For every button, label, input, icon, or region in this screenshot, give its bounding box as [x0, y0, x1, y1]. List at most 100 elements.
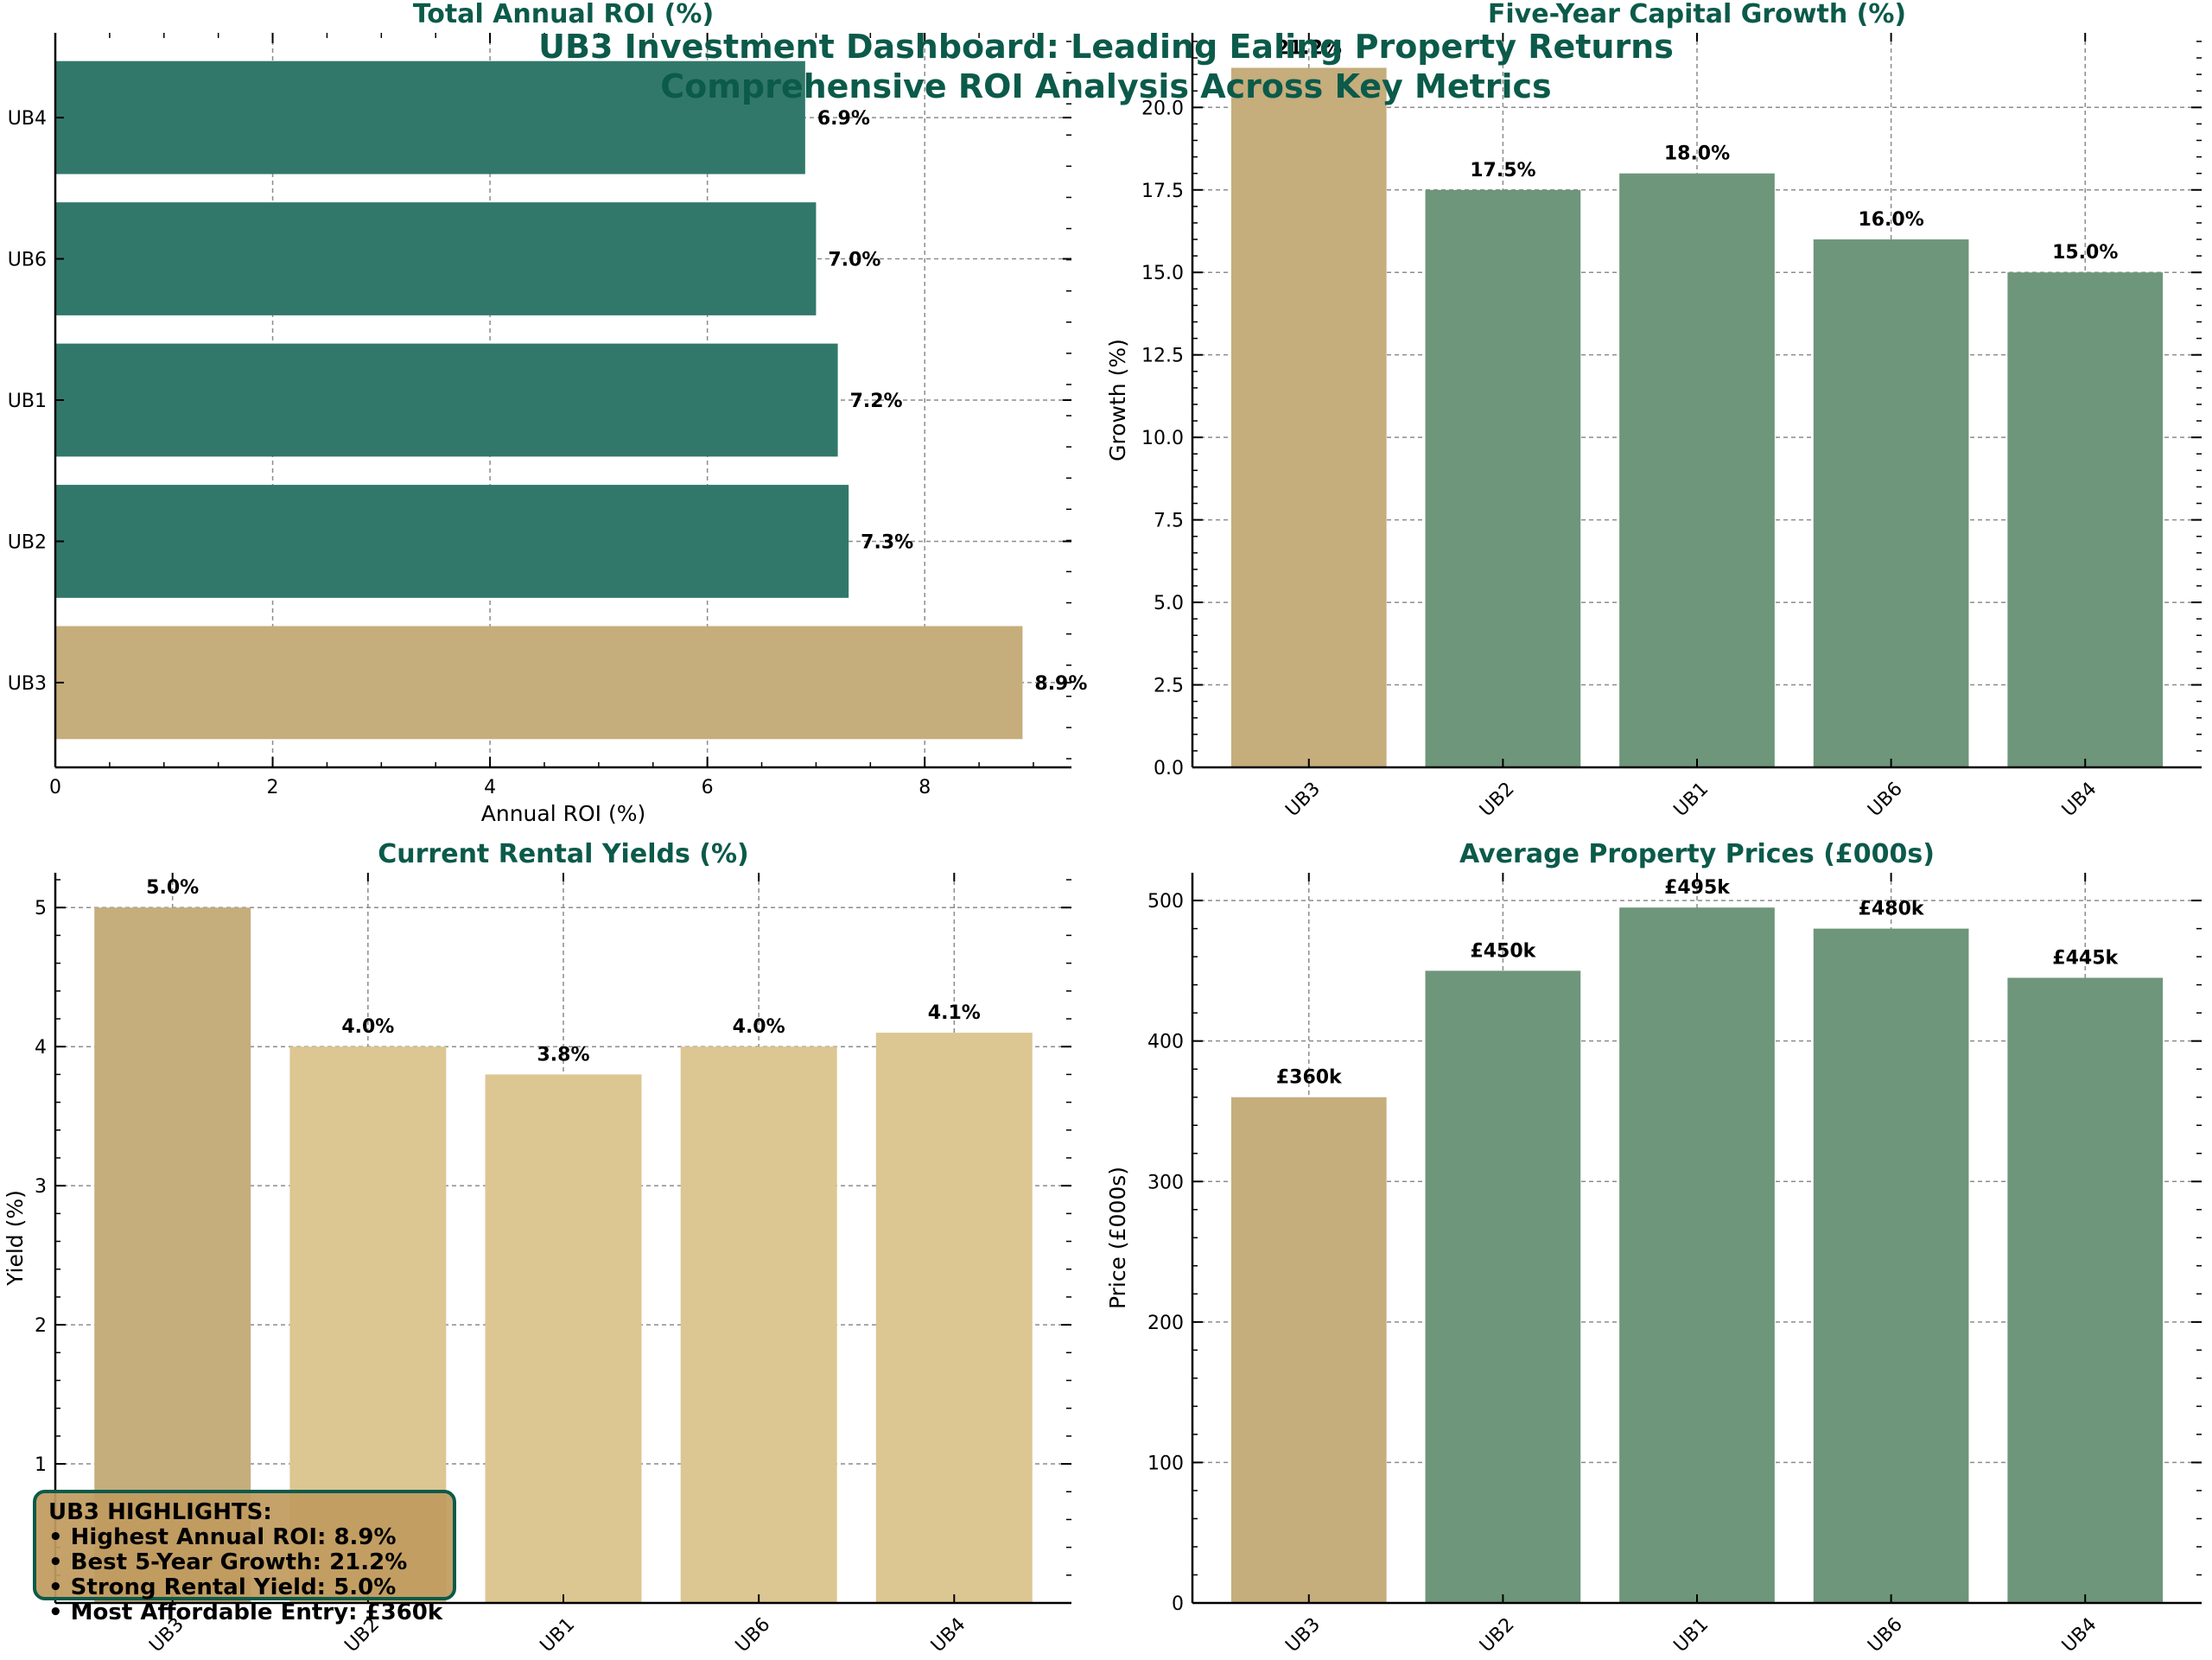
data-label-ub2: 7.3%	[861, 531, 913, 553]
data-label-ub1: 18.0%	[1664, 143, 1730, 165]
y-tick-label: 20.0	[1141, 98, 1184, 119]
y-tick-label: 5	[35, 898, 47, 919]
y-axis-label: Yield (%)	[3, 1190, 28, 1287]
chart-1-axes	[54, 33, 1071, 769]
y-tick-label: 3	[35, 1176, 47, 1198]
x-tick-label-ub6: UB6	[1864, 1614, 1907, 1657]
dashboard-subtitle: Comprehensive ROI Analysis Across Key Me…	[660, 67, 1552, 105]
bar-ub6	[1813, 928, 1969, 1603]
y-tick-label: 100	[1147, 1453, 1184, 1474]
y-tick-label: 15.0	[1141, 263, 1184, 284]
x-tick-label-ub6: UB6	[1864, 779, 1907, 822]
bar-ub1	[1619, 907, 1775, 1603]
data-label-ub2: 4.0%	[341, 1016, 394, 1038]
x-tick-label-ub2: UB2	[1476, 779, 1519, 822]
bar-ub3	[94, 907, 251, 1603]
y-tick-label: 7.5	[1154, 511, 1184, 532]
highlight-line-growth: • Best 5-Year Growth: 21.2%	[48, 1549, 408, 1575]
highlight-line-yield: • Strong Rental Yield: 5.0%	[48, 1574, 397, 1600]
bar-ub2	[1425, 970, 1581, 1603]
y-tick-label: 300	[1147, 1172, 1184, 1193]
x-tick-label-ub6: UB6	[732, 1614, 775, 1657]
data-label-ub3: 8.9%	[1034, 673, 1087, 695]
chart-3-axes	[54, 873, 1071, 1605]
x-tick-label-ub1: UB1	[1670, 779, 1713, 822]
bar-ub4	[55, 60, 805, 175]
bar-ub6	[55, 202, 817, 315]
chart-title-annual-roi: Total Annual ROI (%)	[413, 0, 714, 29]
y-tick-label-ub3: UB3	[8, 673, 47, 695]
data-label-ub6: £480k	[1859, 899, 1925, 920]
x-tick-label-ub1: UB1	[537, 1614, 580, 1657]
chart-title-current-rental-yields: Current Rental Yields (%)	[378, 839, 748, 869]
data-label-ub2: 17.5%	[1470, 160, 1535, 181]
y-axis-label: Growth (%)	[1105, 339, 1130, 461]
y-tick-label-ub4: UB4	[8, 108, 47, 130]
y-tick-label: 12.5	[1141, 346, 1184, 367]
data-label-ub2: £450k	[1470, 940, 1536, 962]
y-tick-label: 200	[1147, 1313, 1184, 1334]
data-label-ub1: 7.2%	[850, 391, 903, 412]
x-tick-label-ub3: UB3	[1281, 779, 1325, 822]
bar-ub6	[680, 1046, 837, 1603]
data-label-ub1: 3.8%	[537, 1044, 589, 1065]
bar-ub2	[55, 485, 849, 598]
data-label-ub4: 4.1%	[928, 1002, 981, 1024]
y-tick-label: 2.5	[1154, 676, 1184, 697]
dashboard-title: UB3 Investment Dashboard: Leading Ealing…	[538, 28, 1674, 66]
highlight-line-entry: • Most Affordable Entry: £360k	[48, 1600, 443, 1625]
bar-ub4	[2007, 272, 2164, 767]
x-tick-label: 0	[49, 777, 61, 798]
x-tick-label-ub1: UB1	[1670, 1614, 1713, 1657]
y-tick-label: 1	[35, 1454, 47, 1476]
bar-ub1	[1619, 173, 1775, 767]
y-tick-label: 0.0	[1154, 758, 1184, 779]
y-tick-label: 500	[1147, 891, 1184, 913]
bar-ub2	[1425, 189, 1581, 768]
y-tick-label-ub2: UB2	[8, 531, 47, 553]
chart-2-axes	[1191, 33, 2202, 769]
y-tick-label: 0	[1172, 1593, 1184, 1615]
data-label-ub4: 6.9%	[817, 108, 870, 130]
x-tick-label: 6	[702, 777, 714, 798]
highlight-line-roi: • Highest Annual ROI: 8.9%	[48, 1524, 397, 1550]
x-axis-label: Annual ROI (%)	[481, 801, 645, 826]
x-tick-label-ub4: UB4	[2058, 779, 2101, 822]
bar-ub1	[55, 343, 838, 457]
highlights-title: UB3 HIGHLIGHTS:	[48, 1499, 272, 1525]
chart-4-axes	[1191, 873, 2202, 1605]
chart-title-average-property-prices-000s: Average Property Prices (£000s)	[1459, 839, 1935, 869]
y-tick-label: 4	[35, 1037, 47, 1059]
y-tick-label-ub6: UB6	[8, 250, 47, 271]
data-label-ub6: 4.0%	[733, 1016, 785, 1038]
data-label-ub3: £360k	[1276, 1067, 1343, 1089]
data-label-ub6: 16.0%	[1858, 209, 1923, 231]
y-axis-label: Price (£000s)	[1105, 1167, 1130, 1309]
x-tick-label-ub4: UB4	[2058, 1614, 2101, 1657]
data-label-ub6: 7.0%	[828, 250, 880, 271]
y-tick-label-ub1: UB1	[8, 391, 47, 412]
data-label-ub4: £445k	[2052, 948, 2119, 970]
x-tick-label-ub4: UB4	[927, 1614, 970, 1657]
x-tick-label-ub3: UB3	[1281, 1614, 1325, 1657]
y-tick-label: 10.0	[1141, 428, 1184, 449]
x-tick-label-ub2: UB2	[1476, 1614, 1519, 1657]
y-tick-label: 2	[35, 1315, 47, 1337]
bar-ub4	[2007, 977, 2164, 1603]
bar-ub6	[1813, 239, 1969, 767]
bar-ub4	[875, 1033, 1033, 1603]
x-tick-label: 8	[918, 777, 931, 798]
y-tick-label: 17.5	[1141, 181, 1184, 202]
y-tick-label: 5.0	[1154, 593, 1184, 614]
x-tick-label: 2	[267, 777, 279, 798]
x-tick-label: 4	[484, 777, 496, 798]
data-label-ub4: 15.0%	[2052, 242, 2118, 264]
bar-ub3	[1230, 1097, 1387, 1603]
bar-ub3	[1230, 67, 1387, 767]
chart-title-five-year-capital-growth: Five-Year Capital Growth (%)	[1488, 0, 1906, 29]
y-tick-label: 400	[1147, 1032, 1184, 1053]
bar-ub1	[485, 1074, 642, 1603]
highlights-box: UB3 HIGHLIGHTS: • Highest Annual ROI: 8.…	[33, 1490, 456, 1625]
bar-ub3	[55, 626, 1023, 740]
